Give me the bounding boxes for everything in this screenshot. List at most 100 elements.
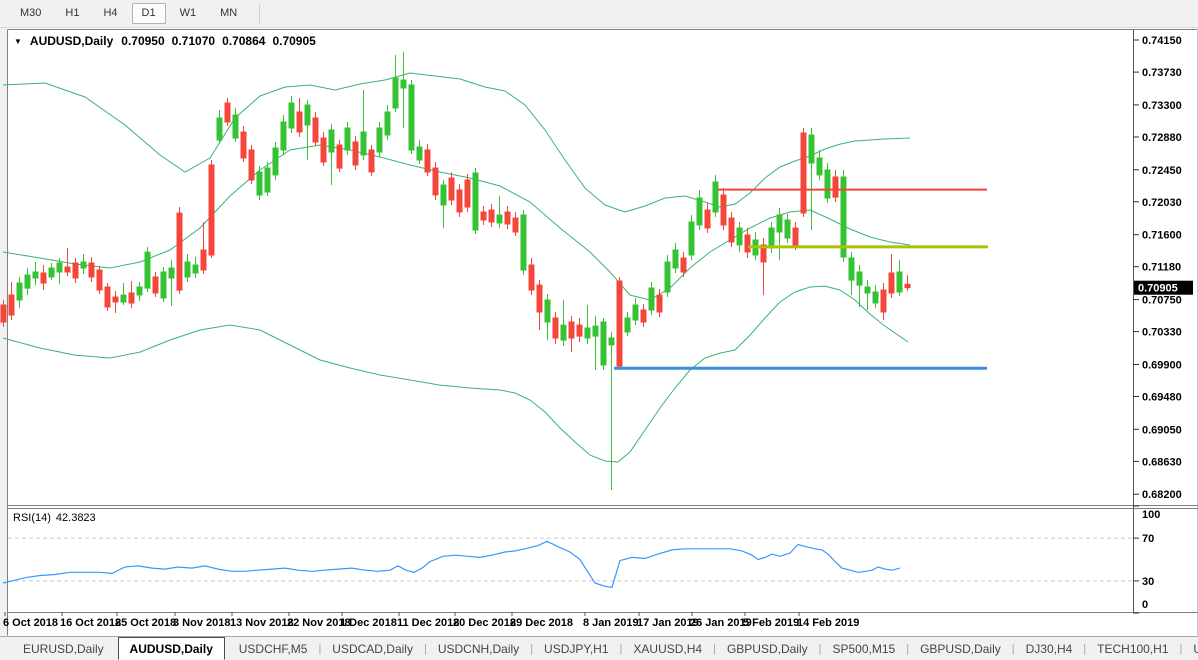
candle-body bbox=[176, 212, 183, 291]
candle-body bbox=[736, 227, 743, 246]
candle-body bbox=[464, 179, 471, 208]
time-tick-label: 11 Dec 2018 bbox=[397, 617, 459, 629]
price-tick-label: 0.70330 bbox=[1142, 327, 1182, 339]
candle-body bbox=[896, 271, 903, 293]
price-tick-label: 0.72880 bbox=[1142, 132, 1182, 144]
timeframe-button-d1[interactable]: D1 bbox=[131, 3, 166, 24]
candle-body bbox=[864, 286, 871, 294]
chart-tab-xauusd-h4[interactable]: XAUUSD,H4 bbox=[633, 641, 703, 656]
candle-body bbox=[48, 267, 55, 278]
rsi-value: 42.3823 bbox=[55, 512, 96, 524]
price-tick-label: 0.71180 bbox=[1142, 262, 1181, 274]
chart-tab-eurusd-daily[interactable]: EURUSD,Daily bbox=[23, 641, 104, 656]
chart-tab-gbpusd-daily[interactable]: GBPUSD,Daily bbox=[920, 641, 1001, 656]
left-margin bbox=[0, 28, 7, 636]
candle-body bbox=[144, 251, 151, 289]
timeframe-button-m30[interactable]: M30 bbox=[20, 7, 42, 19]
candle-body bbox=[440, 184, 447, 206]
candle-body bbox=[208, 164, 215, 256]
candle-body bbox=[712, 181, 719, 213]
price-axis[interactable]: 0.74150 0.73730 0.73300 0.72880 0.72450 0.720… bbox=[1133, 35, 1193, 501]
candle-body bbox=[336, 144, 343, 169]
chart-tab-usdjpy-h1[interactable]: USDJPY,H1 bbox=[544, 641, 609, 656]
candle-body bbox=[16, 282, 23, 301]
chart-tab-gbpusd-daily[interactable]: GBPUSD,Daily bbox=[726, 641, 808, 656]
chart-tab-sp500-m15[interactable]: SP500,M15 bbox=[832, 641, 896, 656]
candle-body bbox=[128, 292, 135, 304]
candle-body bbox=[136, 286, 143, 296]
candle-body bbox=[688, 221, 695, 256]
chart-tab-u[interactable]: U bbox=[1193, 641, 1198, 656]
candle-body bbox=[576, 324, 583, 337]
candle-body bbox=[624, 317, 631, 333]
candle-body bbox=[192, 264, 199, 274]
candle-body bbox=[200, 249, 207, 271]
timeframe-button-mn[interactable]: MN bbox=[220, 7, 238, 19]
timeframe-button-h1[interactable]: H1 bbox=[65, 7, 80, 19]
candle-body bbox=[832, 176, 839, 198]
candle-body bbox=[152, 276, 159, 294]
time-tick-label: 26 Jan 2019 bbox=[690, 617, 752, 629]
candle-body bbox=[256, 171, 263, 196]
time-tick-label: 22 Nov 2018 bbox=[287, 617, 351, 629]
candle-body bbox=[656, 294, 663, 313]
chart-tab-audusd-daily[interactable]: AUDUSD,Daily bbox=[117, 637, 225, 660]
chart-tab-usdchf-m5[interactable]: USDCHF,M5 bbox=[238, 641, 308, 656]
candle-body bbox=[96, 269, 103, 291]
candle-body bbox=[904, 283, 911, 289]
bollinger-middle-band bbox=[2, 144, 911, 301]
candle-body bbox=[616, 280, 623, 367]
candle-body bbox=[88, 262, 95, 278]
candle-body bbox=[360, 131, 367, 156]
timeframe-toolbar: M30 H1 H4 D1 W1 MN bbox=[0, 0, 1198, 28]
candle-body bbox=[112, 296, 119, 303]
price-tick-label: 0.73730 bbox=[1142, 67, 1182, 79]
time-tick-label: 14 Feb 2019 bbox=[797, 617, 859, 629]
candle-body bbox=[608, 337, 615, 346]
candle-body bbox=[696, 197, 703, 226]
price-tick-label: 0.68200 bbox=[1142, 489, 1182, 501]
candle-body bbox=[304, 104, 311, 126]
candle-body bbox=[160, 271, 167, 299]
chart-background bbox=[0, 28, 1198, 636]
chart-tab-usdcnh-daily[interactable]: USDCNH,Daily bbox=[437, 641, 520, 656]
candle-body bbox=[432, 167, 439, 196]
candle-body bbox=[168, 267, 175, 279]
candle-body bbox=[720, 194, 727, 226]
chart-tab-usdcad-daily[interactable]: USDCAD,Daily bbox=[332, 641, 413, 656]
timeframe-button-w1[interactable]: W1 bbox=[179, 7, 197, 19]
candle-body bbox=[320, 137, 327, 163]
candle-body bbox=[480, 211, 487, 221]
horizontal-level-lines[interactable] bbox=[614, 188, 988, 370]
candle-body bbox=[544, 299, 551, 323]
candle-body bbox=[680, 257, 687, 273]
chart-dropdown-icon[interactable]: ▼ bbox=[14, 36, 22, 46]
timeframe-button-h4[interactable]: H4 bbox=[103, 7, 118, 19]
candle-body bbox=[520, 214, 527, 271]
time-tick-label: 8 Jan 2019 bbox=[583, 617, 639, 629]
ohlc-low: 0.70864 bbox=[222, 34, 266, 48]
candle-body bbox=[872, 291, 879, 304]
price-tick-label: 0.68630 bbox=[1142, 456, 1182, 468]
candle-body bbox=[800, 132, 807, 214]
tab-separator: | bbox=[1179, 642, 1183, 655]
candle-body bbox=[600, 321, 607, 366]
candle-body bbox=[768, 227, 775, 249]
candle-body bbox=[760, 244, 767, 263]
price-tick-label: 0.70750 bbox=[1142, 295, 1182, 307]
price-tick-label: 0.73300 bbox=[1142, 100, 1182, 112]
candle-body bbox=[472, 172, 479, 231]
chart-tab-dj30-h4[interactable]: DJ30,H4 bbox=[1025, 641, 1073, 656]
candle-body bbox=[104, 286, 111, 308]
chart-ohlc-values: 0.70950 0.71070 0.70864 0.70905 bbox=[121, 34, 316, 48]
candle-body bbox=[376, 127, 383, 153]
candles-series bbox=[0, 52, 911, 490]
candle-body bbox=[456, 189, 463, 213]
chart-tab-tech100-h1[interactable]: TECH100,H1 bbox=[1097, 641, 1169, 656]
candle-body bbox=[704, 209, 711, 229]
candle-body bbox=[264, 167, 271, 193]
time-tick-label: 13 Nov 2018 bbox=[230, 617, 294, 629]
